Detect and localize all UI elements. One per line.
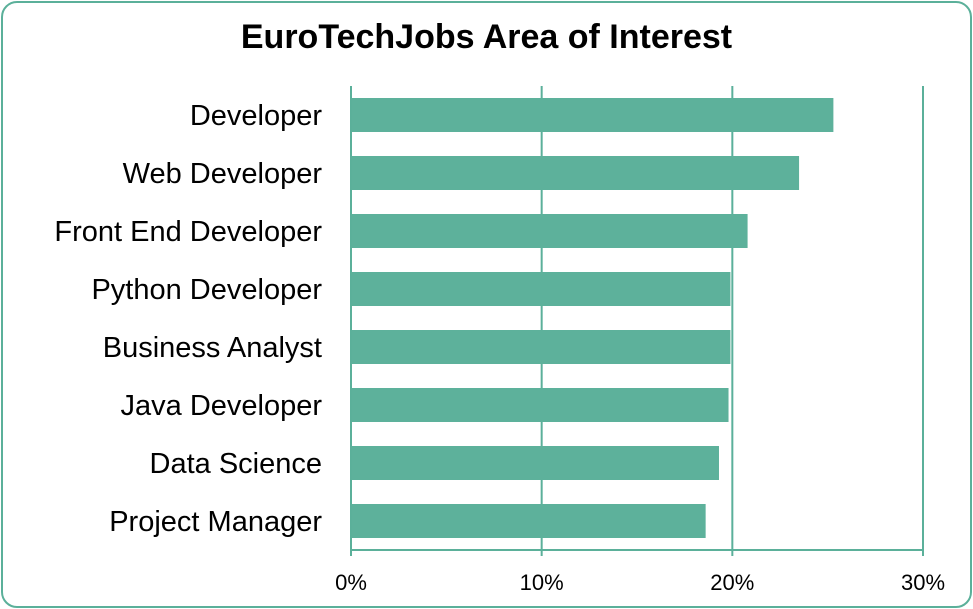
bar xyxy=(351,214,748,248)
x-tick-label: 30% xyxy=(901,570,945,595)
bar xyxy=(351,330,731,364)
bar xyxy=(351,98,834,132)
bars xyxy=(351,98,834,538)
x-tick-label: 20% xyxy=(710,570,754,595)
x-axis xyxy=(350,86,924,556)
bar xyxy=(351,156,800,190)
category-label: Business Analyst xyxy=(103,332,322,364)
category-label: Web Developer xyxy=(123,158,323,190)
category-label: Python Developer xyxy=(91,274,322,306)
category-label: Front End Developer xyxy=(54,216,322,248)
x-tick-label: 10% xyxy=(520,570,564,595)
category-label: Java Developer xyxy=(121,390,323,422)
category-label: Developer xyxy=(190,100,323,132)
category-label: Data Science xyxy=(150,448,323,480)
bar xyxy=(351,272,731,306)
bar xyxy=(351,504,706,538)
category-labels: Developer Web Developer Front End Develope… xyxy=(54,100,322,538)
bar xyxy=(351,388,729,422)
category-label: Project Manager xyxy=(109,506,322,538)
bar xyxy=(351,446,719,480)
chart-title: EuroTechJobs Area of Interest xyxy=(240,18,733,56)
gridlines xyxy=(540,86,924,550)
x-tick-label: 0% xyxy=(335,570,367,595)
x-tick-labels: 0% 10% 20% 30% xyxy=(335,570,945,595)
